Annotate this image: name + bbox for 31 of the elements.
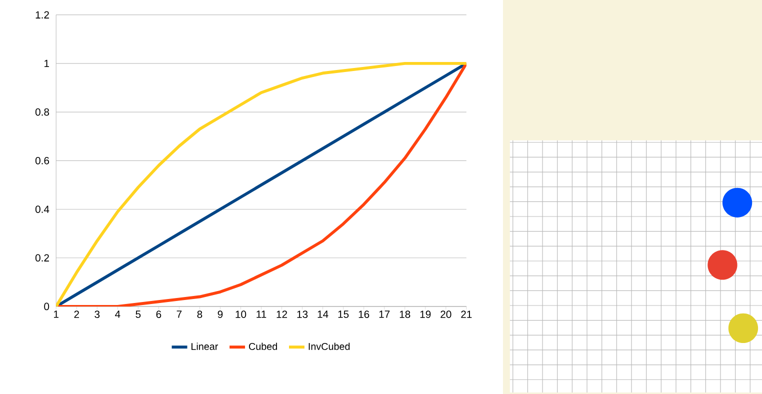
- x-tick-label: 7: [176, 310, 182, 318]
- x-tick-label: 1: [54, 310, 58, 318]
- legend-label: Linear: [192, 342, 218, 350]
- x-tick-label: 8: [197, 310, 202, 318]
- y-tick-label: 0.2: [35, 254, 49, 262]
- y-tick-label: 1: [44, 60, 49, 67]
- y-tick-label: 0.8: [35, 108, 50, 116]
- x-tick-label: 12: [276, 310, 288, 318]
- legend-label: Cubed: [248, 342, 277, 350]
- y-tick-label: 0.4: [35, 205, 50, 213]
- x-tick-label: 21: [461, 310, 472, 318]
- y-tick-label: 1.2: [36, 10, 49, 18]
- x-tick-label: 20: [440, 310, 452, 318]
- x-tick-label: 9: [218, 310, 223, 318]
- x-tick-label: 11: [256, 310, 266, 318]
- x-tick-label: 3: [94, 310, 100, 318]
- x-tick-label: 13: [297, 310, 308, 318]
- x-tick-label: 18: [400, 310, 410, 318]
- x-tick-label: 15: [338, 310, 349, 318]
- x-tick-label: 5: [136, 310, 141, 318]
- x-tick-label: 4: [115, 310, 120, 318]
- x-tick-label: 14: [318, 310, 328, 318]
- x-tick-label: 16: [358, 310, 370, 318]
- y-tick-label: 0.6: [35, 156, 50, 164]
- legend-label: InvCubed: [308, 342, 350, 350]
- x-tick-label: 19: [420, 310, 431, 318]
- x-tick-label: 6: [156, 310, 162, 318]
- x-tick-label: 17: [379, 310, 390, 318]
- x-tick-label: 2: [74, 310, 79, 318]
- x-tick-label: 10: [236, 310, 246, 318]
- y-tick-label: 0: [44, 302, 50, 310]
